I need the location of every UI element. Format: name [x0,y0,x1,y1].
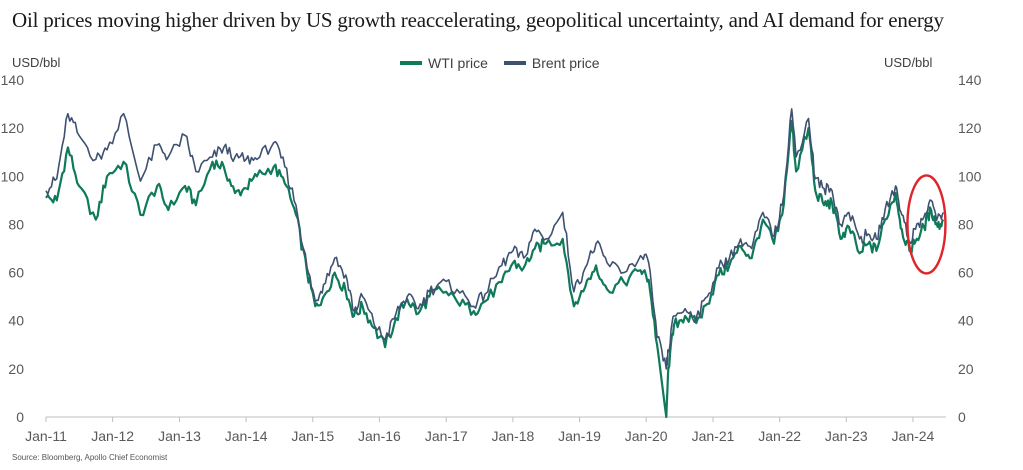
x-tick-label: Jan-21 [692,428,735,444]
y-tick-label-left: 100 [1,168,25,184]
y-tick-label-left: 20 [8,361,24,377]
x-tick-label: Jan-11 [25,428,67,444]
x-tick-label: Jan-14 [225,428,268,444]
y-axis-label-right: USD/bbl [884,55,933,70]
x-tick-label: Jan-24 [892,428,935,444]
x-tick-label: Jan-12 [91,428,134,444]
y-tick-label-left: 80 [8,216,24,232]
x-tick-label: Jan-15 [291,428,334,444]
x-tick-label: Jan-13 [158,428,201,444]
annotation-ellipse [906,174,947,275]
y-axis-label-left: USD/bbl [12,55,61,70]
y-tick-label-right: 40 [958,313,974,329]
series-line-brent [45,108,945,370]
y-tick-label-right: 20 [958,361,974,377]
y-tick-label-left: 40 [8,313,24,329]
y-tick-label-right: 100 [958,168,982,184]
x-tick-label: Jan-23 [825,428,868,444]
legend-label-wti: WTI price [428,55,488,71]
legend-item-wti: WTI price [400,55,488,71]
legend-label-brent: Brent price [531,55,600,71]
legend: WTI price Brent price [400,55,600,71]
y-tick-label-left: 120 [1,120,25,136]
chart-title: Oil prices moving higher driven by US gr… [12,8,944,32]
y-tick-label-left: 0 [16,409,24,425]
x-tick-label: Jan-16 [358,428,401,444]
x-tick-label: Jan-22 [758,428,801,444]
series-line-wti [45,119,945,419]
legend-swatch-wti [400,61,422,65]
y-tick-label-right: 80 [958,216,974,232]
legend-item-brent: Brent price [503,55,600,71]
x-tick-label: Jan-20 [625,428,668,444]
x-tick-label: Jan-17 [425,428,468,444]
y-tick-label-right: 120 [958,120,982,136]
source-note: Source: Bloomberg, Apollo Chief Economis… [12,453,168,462]
x-tick-label: Jan-19 [558,428,601,444]
y-tick-label-right: 140 [958,72,982,88]
y-tick-label-left: 60 [8,265,24,281]
y-tick-label-right: 60 [958,265,974,281]
legend-swatch-brent [503,61,526,65]
y-tick-label-left: 140 [1,72,25,88]
y-tick-label-right: 0 [958,409,966,425]
x-tick-label: Jan-18 [491,428,534,444]
